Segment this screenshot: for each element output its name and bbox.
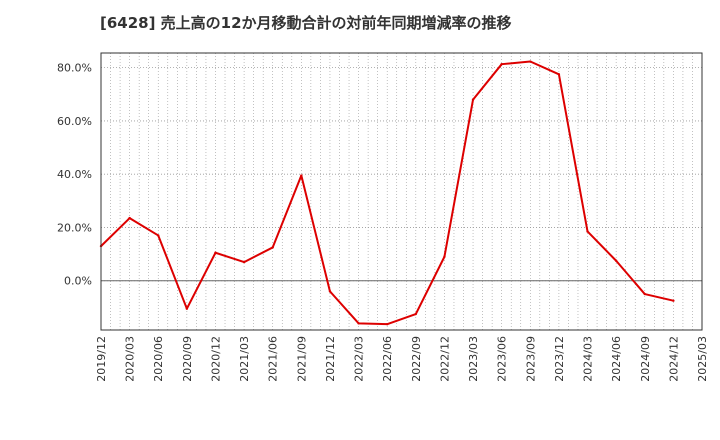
x-tick-label: 2022/06 (381, 336, 394, 382)
x-tick-label: 2022/12 (438, 336, 451, 382)
y-tick-label: 80.0% (57, 62, 92, 75)
plot-frame (100, 52, 703, 331)
plot-background (101, 53, 702, 330)
x-tick-label: 2020/03 (124, 336, 137, 382)
data-point-2021-03 (242, 260, 246, 264)
x-tick-label: 2021/03 (238, 336, 251, 382)
data-point-2020-03 (128, 216, 131, 220)
data-point-2024-06 (614, 259, 618, 262)
x-axis-tick-labels: 2019/12 2020/03 2020/06 2020/09 2020/12 2021/… (95, 336, 709, 382)
data-point-2022-12 (443, 255, 446, 258)
x-tick-label: 2022/03 (353, 336, 366, 382)
x-tick-label: 2025/03 (696, 336, 709, 382)
y-tick-label: 0.0% (64, 275, 92, 288)
x-tick-label: 2023/09 (524, 336, 537, 382)
chart-title: [6428] 売上高の12か月移動合計の対前年同期増減率の推移 (100, 14, 512, 32)
y-tick-label: 20.0% (57, 221, 92, 234)
x-tick-label: 2021/09 (295, 336, 308, 382)
x-tick-label: 2022/09 (410, 336, 423, 382)
data-point-2020-09 (185, 307, 189, 310)
data-point-2024-12 (672, 299, 675, 302)
data-point-2020-06 (157, 234, 160, 237)
data-point-2021-12 (328, 290, 332, 293)
data-point-2022-09 (414, 312, 418, 316)
x-tick-label: 2020/09 (181, 336, 194, 382)
data-point-2024-09 (643, 292, 646, 296)
data-point-2024-03 (586, 230, 589, 233)
y-axis-tick-labels: 0.0% 20.0% 40.0% 60.0% 80.0% (57, 62, 92, 288)
data-point-2023-03 (471, 98, 475, 101)
data-point-2022-03 (357, 322, 360, 325)
y-tick-label: 40.0% (57, 168, 92, 181)
data-point-2023-06 (500, 62, 503, 66)
x-tick-label: 2023/06 (496, 336, 509, 382)
x-tick-label: 2019/12 (95, 336, 108, 382)
x-tick-label: 2024/03 (582, 336, 595, 382)
data-point-2021-09 (300, 174, 303, 177)
data-point-2023-12 (557, 73, 561, 76)
x-tick-label: 2021/06 (267, 336, 280, 382)
y-tick-label: 60.0% (57, 115, 92, 128)
x-tick-label: 2023/03 (467, 336, 480, 382)
x-tick-label: 2024/06 (610, 336, 623, 382)
x-tick-label: 2024/09 (639, 336, 652, 382)
data-point-2021-06 (271, 246, 274, 249)
x-tick-label: 2024/12 (667, 336, 680, 382)
x-tick-label: 2023/12 (553, 336, 566, 382)
x-tick-label: 2020/12 (209, 336, 222, 382)
data-point-2022-06 (385, 322, 389, 326)
x-tick-label: 2021/12 (324, 336, 337, 382)
x-tick-label: 2020/06 (152, 336, 165, 382)
data-point-2023-09 (529, 60, 532, 63)
data-point-2020-12 (214, 251, 217, 254)
data-points (99, 60, 675, 326)
